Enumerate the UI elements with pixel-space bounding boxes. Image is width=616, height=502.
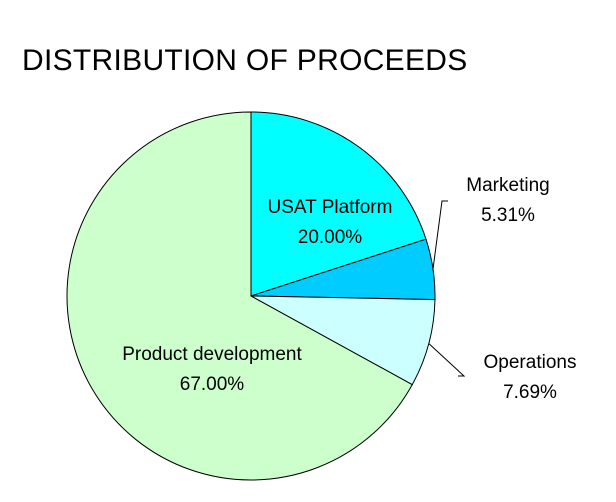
slice-label: Product development: [122, 344, 302, 365]
slice-label: Marketing: [466, 175, 549, 196]
leader-line: [432, 200, 448, 270]
slice-value-label: 5.31%: [481, 205, 535, 226]
pie-slice-usat-platform: [250, 111, 427, 297]
slice-value-label: 20.00%: [298, 227, 363, 248]
slice-label: Operations: [484, 352, 577, 373]
slice-label: USAT Platform: [268, 197, 393, 218]
slice-value-label: 7.69%: [503, 382, 557, 403]
slice-value-label: 67.00%: [180, 374, 245, 395]
leader-line: [428, 343, 466, 377]
pie-slice-product-development: [66, 111, 413, 481]
chart-title: DISTRIBUTION OF PROCEEDS: [22, 44, 468, 77]
